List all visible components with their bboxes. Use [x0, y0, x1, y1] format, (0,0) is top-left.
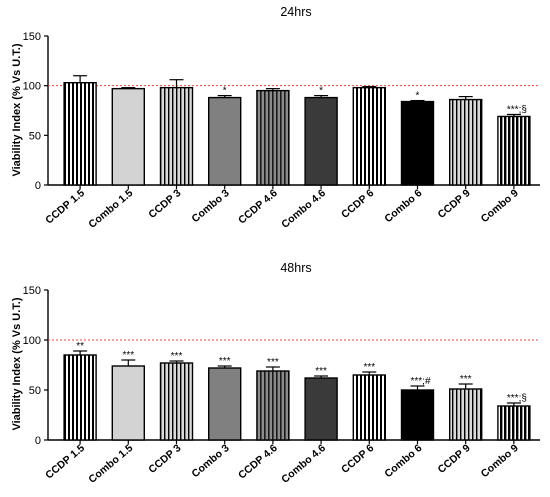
bar	[449, 98, 483, 186]
chart-48hrs: 48hrs Viability Index (% Vs U.T.) 0 50 100…	[11, 261, 540, 486]
x-tick-label: Combo 6	[382, 187, 424, 225]
significance-label: ***	[219, 356, 231, 367]
x-tick-label: CCDP 1.5	[43, 442, 87, 482]
y-tick-label: 0	[35, 435, 41, 447]
x-tick-label: Combo 1.5	[86, 187, 135, 231]
x-tick-label: Combo 4.6	[279, 187, 328, 231]
bar	[159, 362, 194, 441]
x-tick-label: Combo 3	[190, 442, 232, 480]
x-tick-label: Combo 9	[479, 442, 521, 480]
significance-label: ***	[171, 351, 183, 362]
chart-title: 24hrs	[280, 5, 311, 19]
x-tick-label: Combo 6	[382, 442, 424, 480]
x-tick-label: CCDP 3	[146, 187, 183, 221]
bar	[207, 96, 242, 186]
significance-label: ***	[315, 366, 327, 377]
y-axis-label: Viability Index (% Vs U.T.)	[11, 297, 23, 430]
x-tick-label: CCDP 6	[339, 442, 376, 476]
bar	[400, 100, 435, 186]
bar	[111, 365, 146, 441]
x-tick-label: CCDP 3	[146, 442, 183, 476]
x-tick-label: Combo 4.6	[279, 442, 328, 486]
bar	[352, 86, 386, 186]
x-tick-label: Combo 1.5	[86, 442, 135, 486]
significance-label: **	[76, 341, 84, 352]
y-tick-label: 50	[29, 385, 41, 397]
x-tick-label: CCDP 1.5	[43, 187, 87, 227]
significance-label: ***;§	[507, 393, 527, 404]
bar	[497, 115, 531, 186]
y-tick-label: 100	[23, 81, 41, 93]
bar	[304, 377, 338, 441]
bar	[63, 354, 97, 441]
bar	[449, 388, 483, 441]
significance-label: ***;#	[410, 376, 430, 387]
significance-label: ***	[363, 362, 375, 373]
chart-title: 48hrs	[280, 261, 311, 275]
y-tick-label: 0	[35, 180, 41, 192]
y-tick-label: 150	[23, 31, 41, 43]
bar	[352, 374, 386, 441]
significance-label: ***	[122, 350, 134, 361]
bar	[207, 367, 242, 441]
x-tick-label: CCDP 9	[436, 442, 473, 476]
bar	[256, 89, 290, 186]
bar	[400, 389, 435, 441]
y-tick-label: 50	[29, 130, 41, 142]
significance-label: ***	[267, 357, 279, 368]
significance-label: *	[223, 86, 227, 97]
x-tick-label: CCDP 4.6	[236, 187, 280, 227]
significance-label: ***;§	[507, 104, 527, 115]
x-tick-label: Combo 9	[479, 187, 521, 225]
y-axis-label: Viability Index (% Vs U.T.)	[11, 43, 23, 176]
significance-label: *	[319, 86, 323, 97]
chart-24hrs: 24hrs Viability Index (% Vs U.T.) 0 50 100…	[11, 5, 540, 231]
bar	[304, 96, 338, 186]
bar	[256, 370, 290, 441]
y-tick-label: 100	[23, 335, 41, 347]
bar	[111, 87, 146, 186]
significance-label: *	[416, 91, 420, 102]
y-tick-label: 150	[23, 285, 41, 297]
x-tick-label: CCDP 6	[339, 187, 376, 221]
significance-label: ***	[460, 374, 472, 385]
x-tick-label: Combo 3	[190, 187, 232, 225]
bar	[63, 81, 97, 186]
bar	[497, 405, 531, 441]
bar	[159, 86, 194, 186]
x-tick-label: CCDP 4.6	[236, 442, 280, 482]
x-tick-label: CCDP 9	[436, 187, 473, 221]
